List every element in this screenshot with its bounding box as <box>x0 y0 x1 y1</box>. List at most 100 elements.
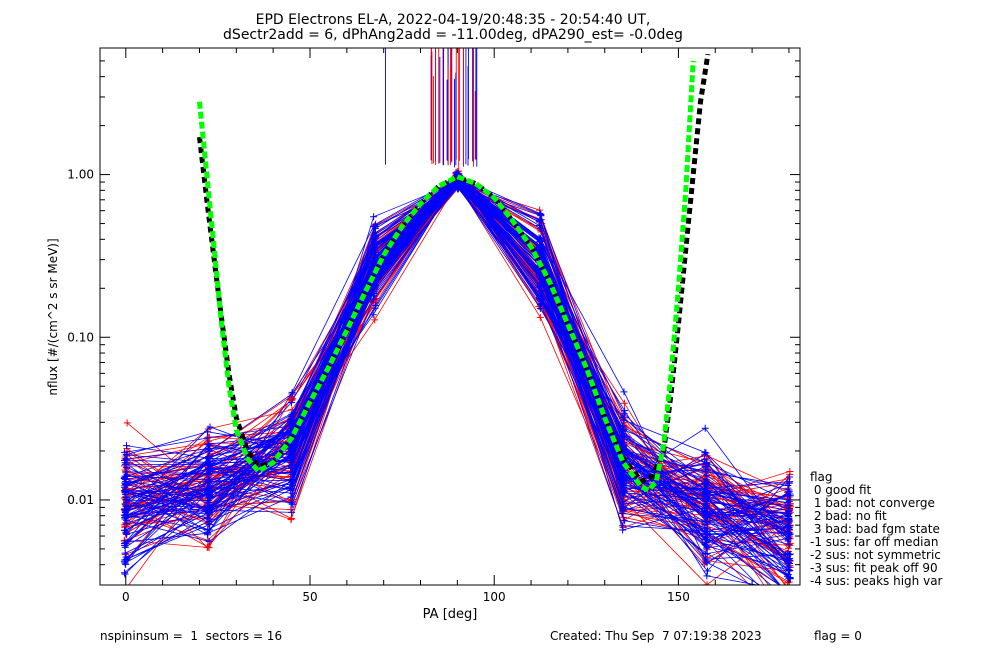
data-point-marker <box>205 460 213 468</box>
data-point-marker <box>372 240 380 248</box>
x-axis-label: PA [deg] <box>423 607 478 622</box>
data-point-marker <box>701 463 709 471</box>
data-point-marker <box>621 432 629 440</box>
data-point-marker <box>619 484 627 492</box>
data-point-marker <box>205 515 213 523</box>
data-point-marker <box>286 484 294 492</box>
data-point-marker <box>203 513 211 521</box>
data-point-marker <box>784 535 792 543</box>
data-point-marker <box>370 251 378 259</box>
data-point-marker <box>371 231 379 239</box>
data-point-marker <box>702 449 710 457</box>
data-point-marker <box>784 570 792 578</box>
data-point-marker <box>205 537 213 545</box>
pitch-angle-curve <box>124 178 790 566</box>
data-point-marker <box>784 482 792 490</box>
data-point-marker <box>536 313 544 321</box>
data-point-marker <box>205 440 213 448</box>
data-point-marker <box>122 487 130 495</box>
data-point-marker <box>287 462 295 470</box>
data-point-marker <box>206 521 214 529</box>
data-point-marker <box>206 483 214 491</box>
data-point-marker <box>123 530 131 538</box>
data-point-marker <box>205 498 213 506</box>
chart-title-line-2: dSectr2add = 6, dPhAng2add = -11.00deg, … <box>223 27 683 43</box>
data-point-marker <box>702 484 710 492</box>
data-point-marker <box>785 566 793 574</box>
data-point-marker <box>704 567 712 575</box>
data-point-marker <box>121 542 129 550</box>
data-point-marker <box>288 500 296 508</box>
data-point-marker <box>702 458 710 466</box>
data-point-marker <box>703 531 711 539</box>
data-point-marker <box>206 423 214 431</box>
y-tick-label: 0.01 <box>67 493 94 507</box>
data-point-marker <box>204 478 212 486</box>
data-point-marker <box>123 419 131 427</box>
data-point-marker <box>619 526 627 534</box>
data-point-marker <box>287 493 295 501</box>
pitch-angle-curve <box>124 182 759 585</box>
pitch-angle-curve <box>125 183 751 585</box>
legend-entry-3: 3 bad: bad fgm state <box>810 522 940 536</box>
data-point-marker <box>701 485 709 493</box>
x-tick-label: 100 <box>483 590 506 604</box>
data-point-marker <box>204 441 212 449</box>
data-point-marker <box>123 538 131 546</box>
data-point-marker <box>369 295 377 303</box>
data-point-marker <box>619 425 627 433</box>
footer-spin-sectors: nspininsum = 1 sectors = 16 <box>100 629 282 643</box>
x-tick-label: 150 <box>667 590 690 604</box>
data-point-marker <box>702 542 710 550</box>
legend-entry-1: 1 bad: not converge <box>810 496 935 510</box>
data-point-marker <box>786 559 794 567</box>
data-point-marker <box>537 243 545 251</box>
data-point-marker <box>205 487 213 495</box>
data-point-marker <box>371 225 379 233</box>
data-point-marker <box>784 510 792 518</box>
series-b-curves <box>120 168 794 585</box>
legend-entry-7: -4 sus: peaks high var <box>810 574 943 588</box>
data-point-marker <box>620 388 628 396</box>
data-point-marker <box>703 529 711 537</box>
data-point-marker <box>786 550 794 558</box>
data-point-marker <box>536 216 544 224</box>
data-point-marker <box>785 504 793 512</box>
data-point-marker <box>702 502 710 510</box>
y-axis-label: nflux [#/(cm^2 s sr MeV)] <box>46 238 60 395</box>
data-point-marker <box>786 490 794 498</box>
footer-flag: flag = 0 <box>814 629 862 643</box>
plot-frame <box>99 47 801 586</box>
data-point-marker <box>206 444 214 452</box>
pitch-angle-curve <box>126 181 781 585</box>
data-point-marker <box>206 492 214 500</box>
data-point-marker <box>784 579 792 585</box>
y-tick-label: 1.00 <box>67 168 94 182</box>
data-point-marker <box>287 516 295 524</box>
data-point-marker <box>287 418 295 426</box>
series-a-curves <box>120 167 794 585</box>
data-point-marker <box>537 212 545 220</box>
data-point-marker <box>703 495 711 503</box>
data-point-marker <box>621 407 629 415</box>
data-point-marker <box>703 572 711 580</box>
data-point-marker <box>785 501 793 509</box>
data-point-marker <box>204 529 212 537</box>
data-point-marker <box>371 316 379 324</box>
data-point-marker <box>702 468 710 476</box>
data-point-marker <box>371 254 379 262</box>
data-point-marker <box>123 516 131 524</box>
fit-curves <box>197 53 711 494</box>
data-point-marker <box>536 297 544 305</box>
data-point-marker <box>621 517 629 525</box>
data-point-marker <box>205 544 213 552</box>
data-point-marker <box>701 521 709 529</box>
data-point-marker <box>619 414 627 422</box>
data-point-marker <box>123 451 131 459</box>
data-point-marker <box>121 526 129 534</box>
peak-saturation-spikes <box>385 48 478 168</box>
chart-title-line-1: EPD Electrons EL-A, 2022-04-19/20:48:35 … <box>256 12 651 28</box>
data-point-marker <box>369 285 377 293</box>
data-point-marker <box>120 474 128 482</box>
